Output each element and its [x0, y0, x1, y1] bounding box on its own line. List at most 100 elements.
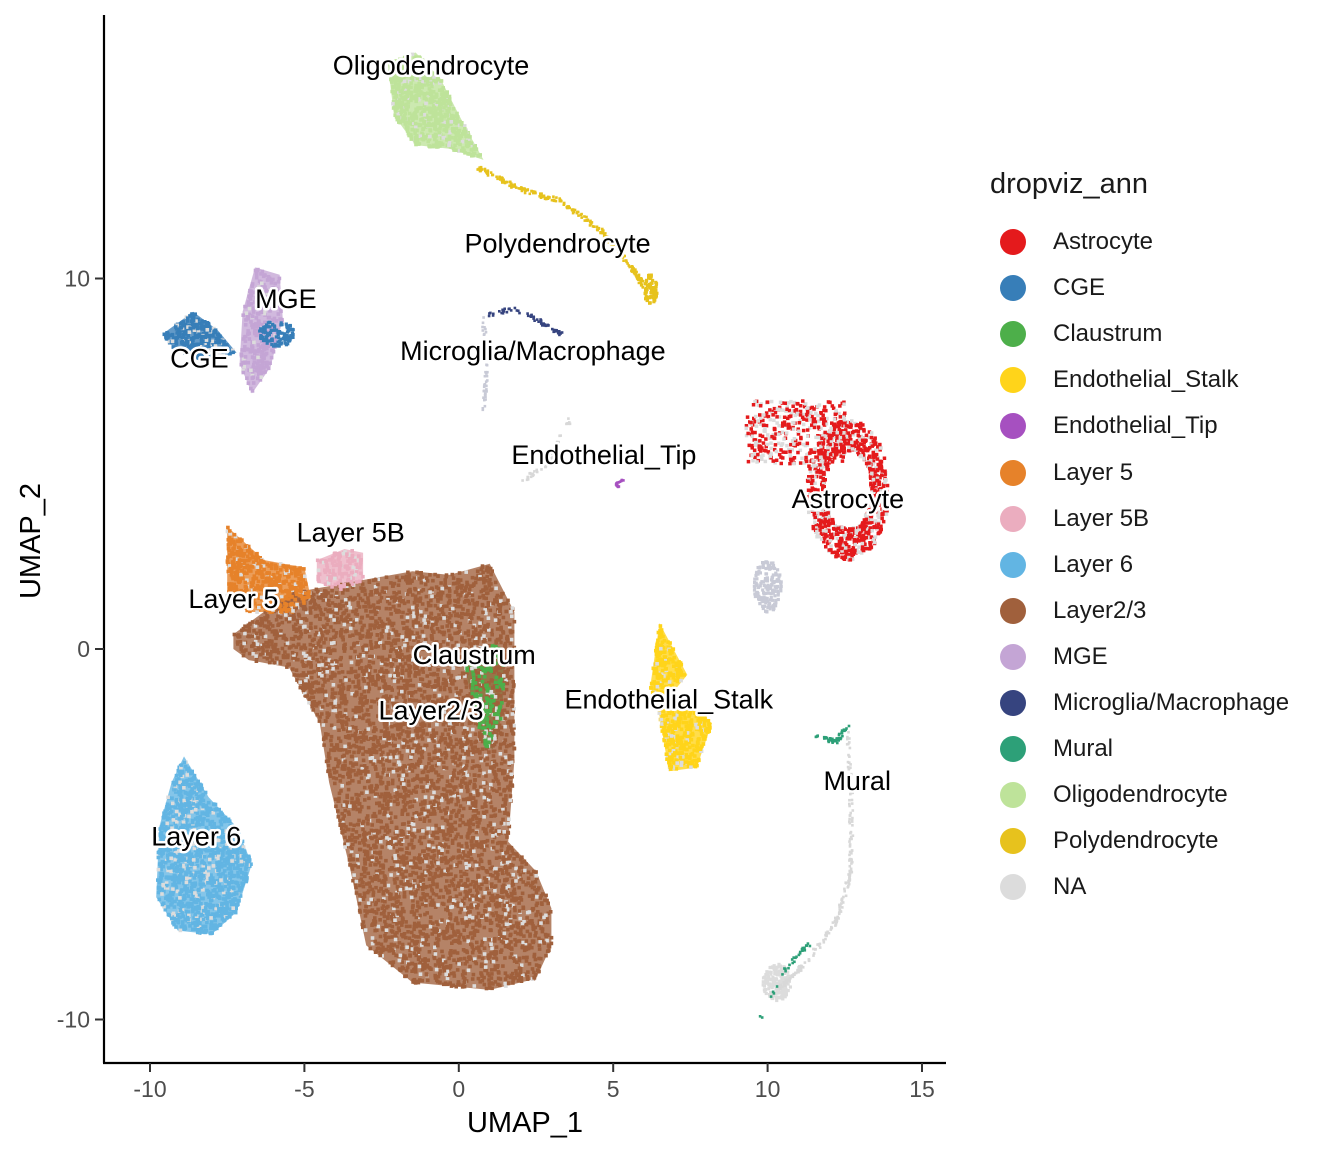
data-point-layer2-3	[426, 864, 430, 869]
data-point-layer2-3	[541, 920, 546, 925]
data-point-layer2-3	[343, 800, 347, 804]
data-point-layer2-3	[382, 721, 387, 726]
data-point-layer2-3	[505, 639, 510, 644]
data-point-layer2-3	[402, 626, 406, 631]
data-point-layer2-3	[450, 810, 454, 814]
data-point-layer2-3	[375, 772, 380, 776]
data-point-layer2-3	[371, 678, 375, 682]
data-point-layer2-3	[455, 676, 459, 680]
data-point-layer2-3	[377, 616, 382, 621]
data-point-layer2-3	[420, 964, 425, 968]
data-point-layer2-3	[427, 714, 431, 719]
data-point-layer2-3	[471, 925, 475, 930]
data-point-layer2-3	[369, 784, 374, 788]
data-point-layer2-3	[285, 655, 290, 660]
data-point-layer2-3	[431, 882, 436, 887]
data-point-layer2-3	[360, 669, 365, 674]
data-point-layer2-3	[376, 907, 380, 912]
data-point-layer2-3	[406, 648, 410, 653]
data-point-layer2-3	[484, 827, 488, 832]
data-point-layer2-3	[414, 671, 419, 675]
data-point-layer2-3	[341, 604, 345, 608]
data-point-layer2-3	[323, 689, 328, 694]
data-point-layer2-3	[386, 737, 391, 741]
data-point-layer2-3	[386, 752, 390, 756]
data-point-layer2-3	[471, 836, 475, 840]
data-point-layer2-3	[342, 823, 346, 828]
data-point-layer2-3	[315, 589, 320, 594]
data-point-layer2-3	[379, 781, 383, 786]
data-point-layer2-3	[345, 793, 349, 798]
data-point-layer2-3	[430, 622, 435, 627]
data-point-layer2-3	[377, 801, 382, 805]
data-point-layer2-3	[343, 598, 348, 602]
data-point-layer2-3	[422, 578, 427, 582]
data-point-layer2-3	[488, 800, 493, 805]
data-point-layer2-3	[236, 642, 240, 646]
data-point-layer2-3	[395, 791, 399, 795]
data-point-layer2-3	[454, 894, 459, 898]
data-point-layer2-3	[501, 854, 506, 859]
data-point-layer2-3	[462, 715, 467, 719]
data-point-layer2-3	[379, 819, 383, 824]
data-point-layer2-3	[442, 969, 447, 973]
data-point-layer2-3	[431, 663, 435, 667]
data-point-layer2-3	[356, 862, 360, 866]
data-point-layer2-3	[333, 691, 337, 695]
data-point-layer2-3	[340, 725, 345, 729]
data-point-layer2-3	[454, 751, 459, 756]
data-point-layer2-3	[396, 685, 401, 690]
data-point-layer2-3	[382, 767, 386, 771]
data-point-layer2-3	[412, 921, 417, 926]
data-point-layer2-3	[397, 646, 402, 650]
data-point-layer2-3	[390, 688, 394, 692]
data-point-layer2-3	[459, 604, 463, 609]
data-point-layer2-3	[352, 597, 356, 601]
data-point-layer2-3	[467, 587, 472, 592]
data-point-layer2-3	[498, 688, 502, 692]
data-point-layer2-3	[416, 735, 420, 740]
data-point-layer2-3	[322, 673, 327, 678]
data-point-layer2-3	[342, 698, 346, 703]
data-point-layer2-3	[351, 708, 356, 712]
data-point-layer2-3	[265, 613, 269, 618]
data-point-layer2-3	[358, 620, 363, 625]
data-point-layer2-3	[377, 869, 382, 873]
data-point-layer2-3	[346, 842, 350, 847]
data-point-layer2-3	[315, 688, 319, 692]
data-point-layer2-3	[335, 746, 340, 751]
data-point-layer2-3	[419, 722, 423, 726]
data-point-layer2-3	[384, 877, 388, 881]
data-point-layer2-3	[453, 918, 458, 922]
data-point-layer2-3	[330, 588, 334, 593]
data-point-layer2-3	[397, 840, 402, 844]
data-point-layer2-3	[406, 744, 411, 749]
data-point-layer2-3	[518, 916, 522, 921]
data-point-layer2-3	[420, 978, 424, 983]
data-point-layer2-3	[457, 675, 461, 680]
data-point-layer2-3	[256, 644, 261, 648]
data-points	[156, 52, 890, 1019]
data-point-layer2-3	[399, 702, 404, 707]
data-point-layer2-3	[394, 953, 398, 958]
data-point-layer2-3	[482, 771, 486, 776]
data-point-layer2-3	[408, 886, 413, 891]
data-point-layer2-3	[499, 948, 504, 952]
data-point-layer2-3	[350, 867, 355, 871]
data-point-layer2-3	[373, 578, 378, 582]
data-point-layer2-3	[301, 688, 306, 693]
data-point-layer2-3	[436, 959, 440, 964]
data-point-layer2-3	[348, 726, 352, 731]
data-point-layer2-3	[480, 882, 484, 887]
data-point-layer2-3	[432, 812, 437, 816]
data-point-layer2-3	[358, 893, 362, 897]
data-point-layer2-3	[497, 936, 501, 941]
data-point-layer2-3	[398, 793, 403, 797]
data-point-layer2-3	[397, 958, 402, 963]
data-point-layer2-3	[382, 914, 387, 919]
data-point-layer2-3	[494, 866, 498, 871]
data-point-layer2-3	[365, 719, 369, 723]
data-point-layer2-3	[358, 771, 363, 776]
data-point-layer2-3	[361, 646, 365, 650]
data-point-layer2-3	[347, 603, 351, 608]
